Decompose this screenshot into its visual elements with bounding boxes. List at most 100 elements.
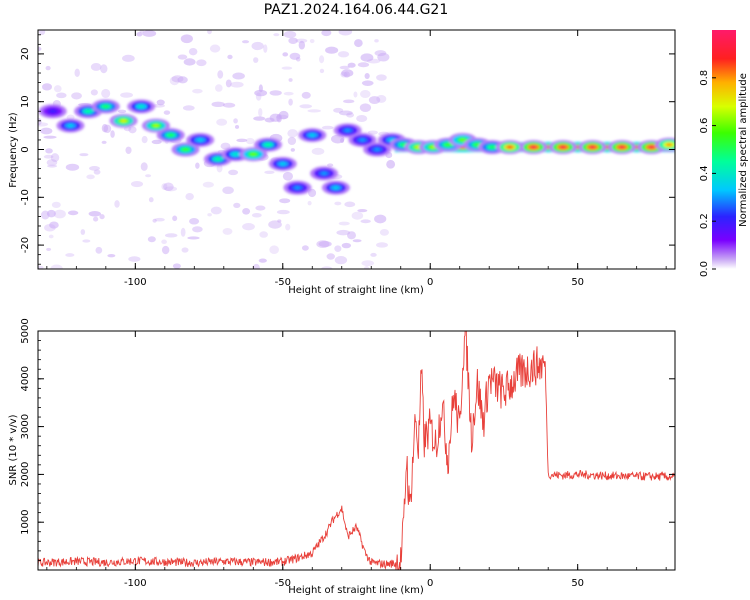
spectrogram-speckle [65, 253, 75, 257]
spectrogram-speckle [283, 31, 297, 39]
spectrogram-speckle [341, 69, 354, 77]
spectrogram-speckle [354, 39, 363, 48]
spectrogram-x-tick-label: -100 [124, 277, 147, 288]
spectrogram-speckle [339, 65, 350, 70]
spectrogram-speckle [339, 110, 353, 116]
spectrogram-speckle [321, 30, 332, 37]
colorbar-tick-label: 0.6 [699, 118, 710, 134]
spectrogram-speckle [90, 63, 102, 71]
spectrogram-speckle [93, 169, 101, 175]
spectrogram-speckle [301, 91, 311, 99]
snr-y-tick-label: 3000 [20, 414, 31, 439]
spectrogram-speckle [263, 44, 268, 53]
spectrogram-blob [138, 104, 145, 108]
spectrogram-speckle [374, 39, 379, 43]
spectrogram-xlabel: Height of straight line (km) [288, 285, 424, 296]
spectrogram-speckle [50, 264, 63, 269]
spectrogram-speckle [318, 240, 332, 247]
spectrogram-speckle [376, 242, 388, 248]
spectrogram-speckle [386, 159, 396, 169]
spectrogram-speckle [164, 233, 178, 238]
snr-marks [38, 331, 675, 570]
spectrogram-speckle [331, 134, 345, 144]
spectrogram-speckle [100, 64, 108, 74]
spectrogram-speckle [154, 217, 165, 222]
spectrogram-speckle [379, 228, 389, 236]
spectrogram-blob [309, 133, 316, 137]
spectrogram-blob [182, 148, 189, 151]
spectrogram-speckle [264, 170, 275, 174]
spectrogram-blob [49, 109, 56, 113]
spectrogram-speckle [264, 117, 275, 123]
spectrogram-speckle [39, 30, 46, 36]
spectrogram-speckle [46, 159, 58, 166]
spectrogram-x-tick-label: -50 [275, 277, 291, 288]
spectrogram-ylabel: Frequency (Hz) [8, 112, 19, 188]
spectrogram-speckle [222, 186, 234, 195]
colorbar-label: Normalized spectral amplitude [738, 73, 749, 227]
spectrogram-speckle [45, 65, 51, 71]
spectrogram-speckle [88, 211, 101, 217]
spectrogram-speckle [171, 75, 184, 83]
spectrogram-speckle [227, 54, 233, 60]
spectrogram-speckle [188, 47, 198, 56]
spectrogram-blob [265, 143, 272, 147]
spectrogram-x-tick-label: 0 [427, 277, 433, 288]
spectrogram-speckle [163, 182, 174, 192]
spectrogram-y-tick-label: 0 [20, 146, 31, 152]
spectrogram-blob [279, 162, 286, 166]
spectrogram-speckle [93, 216, 99, 222]
spectrogram-y-tick-label: 20 [20, 48, 31, 61]
spectrogram-speckle [259, 231, 268, 238]
snr-y-tick-label: 1000 [20, 509, 31, 534]
snr-xlabel: Height of straight line (km) [288, 585, 424, 596]
spectrogram-speckle [281, 66, 293, 70]
spectrogram-speckle [234, 125, 240, 129]
spectrogram-speckle [374, 214, 387, 224]
spectrogram-marks [38, 99, 675, 195]
spectrogram-speckle [192, 226, 203, 233]
spectrogram-speckle [38, 46, 42, 52]
spectrogram-speckle [172, 215, 178, 222]
spectrogram-speckle [283, 91, 294, 96]
spectrogram-speckle [325, 46, 339, 54]
spectrogram-speckle [220, 142, 231, 150]
spectrogram-speckle [114, 200, 120, 208]
spectrogram-speckle [147, 236, 156, 243]
spectrogram-speckle [242, 207, 251, 215]
spectrogram-speckle [353, 91, 358, 98]
snr-plot-area [38, 331, 675, 570]
spectrogram-speckle [242, 222, 255, 231]
colorbar-tick-label: 0.0 [699, 261, 710, 277]
spectrogram-speckle [142, 30, 157, 37]
spectrogram-speckle [359, 103, 372, 112]
spectrogram-speckle [236, 138, 248, 143]
spectrogram-speckle [295, 38, 308, 43]
spectrogram-speckle [195, 162, 200, 169]
spectrogram-blob [618, 145, 625, 149]
spectrogram-speckle [309, 39, 315, 44]
spectrogram-speckle [117, 109, 127, 114]
spectrogram-blob [506, 145, 513, 149]
spectrogram-speckle [287, 129, 298, 138]
snr-x-tick-label: 50 [571, 578, 584, 589]
spectrogram-speckle [51, 201, 61, 208]
spectrogram-speckle [276, 113, 282, 123]
spectrogram-speckle [288, 37, 298, 45]
spectrogram-speckle [136, 31, 143, 37]
spectrogram-speckle [128, 256, 141, 262]
spectrogram-speckle [43, 154, 54, 159]
spectrogram-speckle [357, 62, 370, 68]
snr-y-tick-label: 4000 [20, 366, 31, 391]
spectrogram-speckle [319, 55, 325, 64]
spectrogram-speckle [177, 76, 188, 84]
spectrogram-speckle [38, 265, 44, 269]
colorbar-ticks: 0.0 0.2 0.4 0.6 0.8 [699, 70, 716, 277]
spectrogram-speckle [216, 118, 228, 126]
spectrogram-speckle [253, 57, 259, 63]
spectrogram-speckle [361, 80, 374, 86]
spectrogram-speckle [289, 52, 301, 60]
spectrogram-speckle [343, 99, 355, 104]
spectrogram-speckle [80, 229, 86, 235]
spectrogram-speckle [177, 54, 188, 60]
